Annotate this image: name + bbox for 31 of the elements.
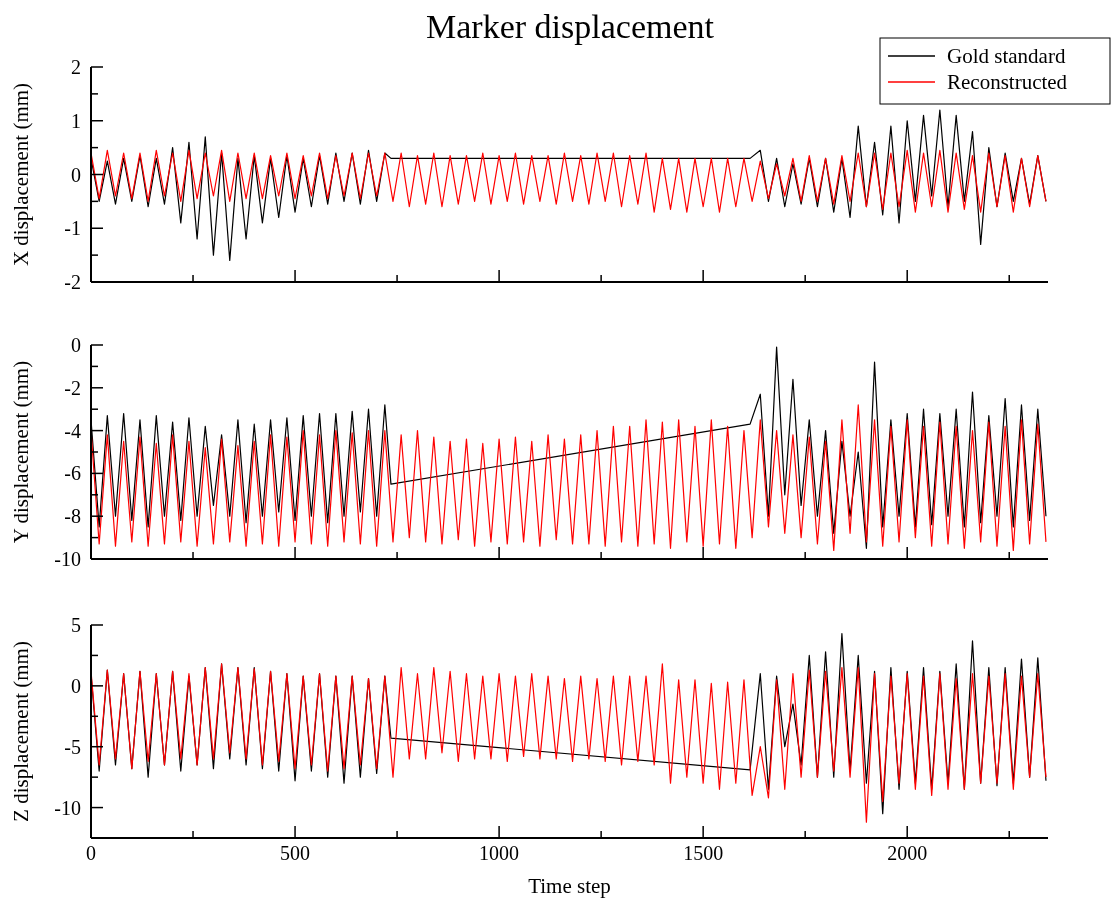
legend-label: Reconstructed bbox=[947, 70, 1068, 95]
y-tick-label: -10 bbox=[54, 548, 81, 570]
y-tick-label: 0 bbox=[71, 334, 81, 356]
y-tick-label: -5 bbox=[64, 735, 81, 758]
y-tick-label: 5 bbox=[71, 614, 81, 636]
y-tick-label: -4 bbox=[64, 419, 81, 442]
x-tick-label: 1000 bbox=[479, 842, 520, 864]
line-series bbox=[91, 346, 1047, 549]
y-tick-label: -6 bbox=[64, 462, 81, 485]
x-tick-label: 1500 bbox=[683, 842, 724, 864]
line-series bbox=[91, 404, 1047, 552]
x-tick-label: 0 bbox=[86, 842, 96, 864]
y-tick-label: 0 bbox=[71, 674, 81, 697]
y-axis-title: X displacement (mm) bbox=[9, 82, 33, 267]
chart-title: Marker displacement bbox=[426, 8, 715, 45]
line-series bbox=[91, 149, 1047, 213]
x-tick-label: 500 bbox=[280, 842, 311, 864]
y-tick-label: 1 bbox=[71, 109, 81, 132]
x-axis-title: Time step bbox=[528, 874, 611, 898]
y-tick-label: -2 bbox=[64, 376, 81, 399]
line-series bbox=[91, 663, 1047, 823]
y-tick-label: -1 bbox=[64, 217, 81, 240]
y-tick-label: 2 bbox=[71, 56, 81, 78]
y-tick-label: -2 bbox=[64, 271, 81, 293]
y-axis-title: Z displacement (mm) bbox=[9, 641, 33, 822]
y-axis-title: Y displacement (mm) bbox=[9, 360, 33, 544]
legend-label: Gold standard bbox=[947, 44, 1066, 69]
x-tick-label: 2000 bbox=[887, 842, 928, 864]
y-tick-label: 0 bbox=[71, 163, 81, 186]
y-tick-label: -10 bbox=[54, 796, 81, 819]
y-tick-label: -8 bbox=[64, 505, 81, 528]
